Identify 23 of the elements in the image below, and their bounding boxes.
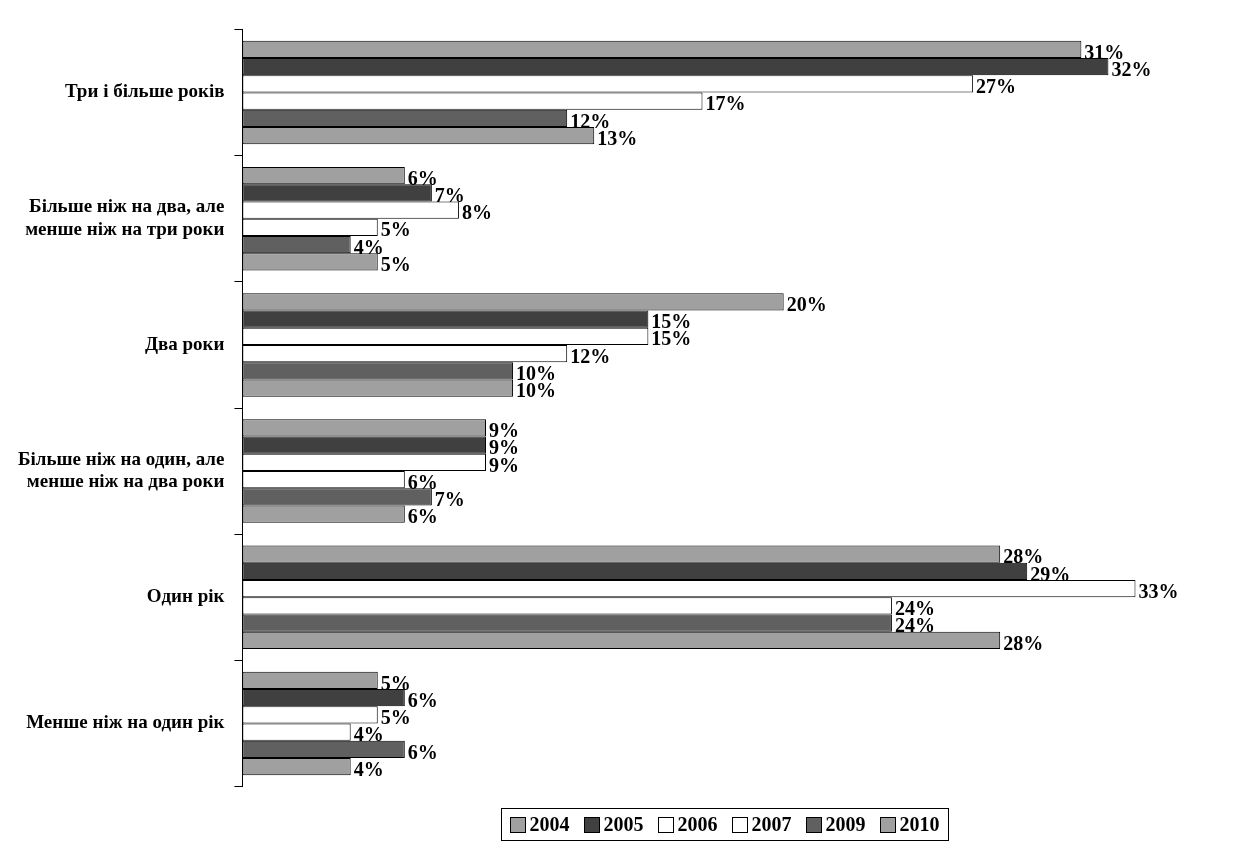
legend-label: 2004	[529, 813, 570, 836]
y-tick-label: Два роки	[144, 332, 225, 354]
data-label: 6%	[407, 740, 438, 763]
legend-label: 2009	[825, 813, 866, 836]
text: 2007	[751, 813, 792, 836]
data-label: 12%	[570, 344, 611, 367]
y-tick-label: Більше ніж на два, але менше ніж на три роки	[25, 195, 225, 240]
data-label: 20%	[786, 292, 827, 315]
y-tick-label: Три і більше років	[64, 80, 225, 102]
data-label: 28%	[1003, 631, 1044, 654]
y-tick-label: Один рік	[146, 585, 225, 607]
data-label: 28%	[1003, 545, 1044, 568]
legend-label: 2005	[603, 813, 644, 836]
y-tick-label: Менше ніж на один рік	[26, 711, 225, 733]
data-label: 24%	[894, 614, 935, 637]
text: 2006	[677, 813, 718, 836]
data-label: 4%	[353, 757, 384, 780]
data-label: 15%	[651, 327, 692, 350]
data-label: 33%	[1138, 579, 1179, 602]
y-tick-label: Більше ніж на один, але менше ніж на два роки	[17, 447, 225, 492]
data-label: 27%	[976, 75, 1017, 98]
legend-label: 2010	[899, 813, 940, 836]
data-label: 17%	[705, 92, 746, 115]
